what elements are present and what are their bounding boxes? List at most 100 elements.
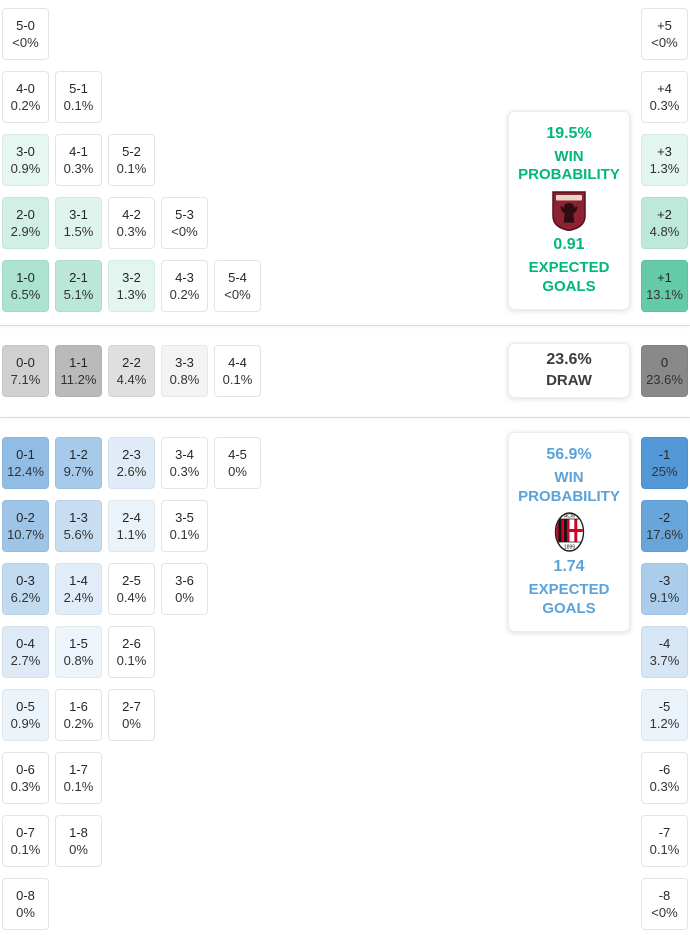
- goal-diff-cell-+5-probability: <0%: [651, 35, 678, 50]
- score-cell-1-0-probability: 6.5%: [10, 287, 41, 302]
- goal-diff-cell-+1: +1 13.1%: [641, 260, 688, 312]
- goal-diff-cell--8-probability: <0%: [651, 905, 678, 920]
- score-cell-2-3-label: 2-3: [122, 447, 141, 462]
- goal-diff-cell--3: -3 9.1%: [641, 563, 688, 615]
- score-cell-2-5-probability: 0.4%: [116, 590, 147, 605]
- goal-diff-cell-+3-probability: 1.3%: [649, 161, 680, 176]
- score-cell-1-2-probability: 9.7%: [63, 464, 94, 479]
- score-cell-1-7-label: 1-7: [69, 762, 88, 777]
- score-cell-2-0-label: 2-0: [16, 207, 35, 222]
- torino-crest-icon: [552, 190, 586, 232]
- score-cell-2-7-label: 2-7: [122, 699, 141, 714]
- goal-diff-cell-+3: +3 1.3%: [641, 134, 688, 186]
- score-cell-3-0: 3-0 0.9%: [2, 134, 49, 186]
- goal-diff-cell-+2-probability: 4.8%: [649, 224, 680, 239]
- score-cell-3-3-probability: 0.8%: [169, 372, 200, 387]
- away-expected-goals: 1.74: [553, 558, 585, 576]
- score-cell-5-2-probability: 0.1%: [116, 161, 147, 176]
- score-cell-2-7: 2-7 0%: [108, 689, 155, 741]
- score-cell-3-1: 3-1 1.5%: [55, 197, 102, 249]
- score-cell-4-1: 4-1 0.3%: [55, 134, 102, 186]
- score-cell-1-5: 1-5 0.8%: [55, 626, 102, 678]
- score-cell-5-2-label: 5-2: [122, 144, 141, 159]
- score-cell-3-5-probability: 0.1%: [169, 527, 200, 542]
- score-cell-2-2-probability: 4.4%: [116, 372, 147, 387]
- score-cell-3-6-label: 3-6: [175, 573, 194, 588]
- goal-diff-cell-0-probability: 23.6%: [646, 372, 683, 387]
- score-cell-1-7: 1-7 0.1%: [55, 752, 102, 804]
- away-expected-goals-label: EXPECTED GOALS: [528, 581, 610, 617]
- goal-diff-cell--3-probability: 9.1%: [649, 590, 680, 605]
- score-cell-3-0-label: 3-0: [16, 144, 35, 159]
- goal-diff-cell--4-label: -4: [658, 636, 671, 651]
- score-cell-4-3: 4-3 0.2%: [161, 260, 208, 312]
- goal-diff-cell-0-label: 0: [660, 355, 669, 370]
- score-cell-0-6-label: 0-6: [16, 762, 35, 777]
- score-cell-1-0: 1-0 6.5%: [2, 260, 49, 312]
- score-cell-3-3-label: 3-3: [175, 355, 194, 370]
- section-divider-draw-away: [0, 417, 690, 418]
- score-cell-2-6: 2-6 0.1%: [108, 626, 155, 678]
- away-win-panel: 56.9% WIN PROBABILITY ACM 1899: [508, 432, 630, 632]
- score-cell-4-0: 4-0 0.2%: [2, 71, 49, 123]
- goal-diff-cell--2-probability: 17.6%: [646, 527, 683, 542]
- score-cell-1-8-label: 1-8: [69, 825, 88, 840]
- svg-text:1899: 1899: [563, 545, 574, 551]
- score-cell-1-3-label: 1-3: [69, 510, 88, 525]
- score-cell-5-2: 5-2 0.1%: [108, 134, 155, 186]
- score-cell-2-4-label: 2-4: [122, 510, 141, 525]
- score-cell-0-2: 0-2 10.7%: [2, 500, 49, 552]
- score-cell-0-7-probability: 0.1%: [10, 842, 41, 857]
- home-win-panel: 19.5% WIN PROBABILITY 0.91 EXPECTED GOAL…: [508, 111, 630, 310]
- score-cell-3-4-probability: 0.3%: [169, 464, 200, 479]
- goal-diff-cell--7: -7 0.1%: [641, 815, 688, 867]
- goal-diff-cell-+2-label: +2: [657, 207, 672, 222]
- score-cell-5-4-probability: <0%: [224, 287, 251, 302]
- score-cell-3-1-probability: 1.5%: [63, 224, 94, 239]
- goal-diff-cell--5-probability: 1.2%: [649, 716, 680, 731]
- score-cell-2-5-label: 2-5: [122, 573, 141, 588]
- score-cell-0-3-probability: 6.2%: [10, 590, 41, 605]
- score-cell-3-3: 3-3 0.8%: [161, 345, 208, 397]
- score-cell-0-4-probability: 2.7%: [10, 653, 41, 668]
- goal-diff-cell--4-probability: 3.7%: [649, 653, 680, 668]
- score-cell-1-8-probability: 0%: [69, 842, 88, 857]
- goal-diff-cell--8: -8 <0%: [641, 878, 688, 930]
- home-win-probability-label: WIN PROBABILITY: [518, 147, 620, 184]
- score-cell-2-0-probability: 2.9%: [10, 224, 41, 239]
- score-cell-5-1-label: 5-1: [69, 81, 88, 96]
- score-cell-2-3: 2-3 2.6%: [108, 437, 155, 489]
- score-cell-1-8: 1-8 0%: [55, 815, 102, 867]
- score-cell-0-8: 0-8 0%: [2, 878, 49, 930]
- score-cell-3-5-label: 3-5: [175, 510, 194, 525]
- score-cell-2-1-probability: 5.1%: [63, 287, 94, 302]
- goal-diff-cell--1-label: -1: [658, 447, 671, 462]
- score-cell-5-3: 5-3 <0%: [161, 197, 208, 249]
- goal-diff-cell-+5-label: +5: [657, 18, 672, 33]
- score-cell-3-6: 3-6 0%: [161, 563, 208, 615]
- score-cell-0-2-label: 0-2: [16, 510, 35, 525]
- goal-diff-cell-+5: +5 <0%: [641, 8, 688, 60]
- score-cell-4-2-label: 4-2: [122, 207, 141, 222]
- goal-diff-cell--2-label: -2: [658, 510, 671, 525]
- goal-diff-cell--5-label: -5: [658, 699, 671, 714]
- score-cell-0-3-label: 0-3: [16, 573, 35, 588]
- goal-diff-cell--6-label: -6: [658, 762, 671, 777]
- score-cell-0-8-label: 0-8: [16, 888, 35, 903]
- score-cell-2-6-probability: 0.1%: [116, 653, 147, 668]
- home-expected-goals-label: EXPECTED GOALS: [528, 259, 610, 295]
- score-cell-4-4: 4-4 0.1%: [214, 345, 261, 397]
- score-cell-4-4-probability: 0.1%: [222, 372, 253, 387]
- score-cell-4-0-label: 4-0: [16, 81, 35, 96]
- score-cell-3-2-probability: 1.3%: [116, 287, 147, 302]
- section-divider-home-draw: [0, 325, 690, 326]
- score-cell-0-1-probability: 12.4%: [7, 464, 44, 479]
- score-cell-3-2-label: 3-2: [122, 270, 141, 285]
- score-cell-2-3-probability: 2.6%: [116, 464, 147, 479]
- score-cell-4-5: 4-5 0%: [214, 437, 261, 489]
- score-cell-4-5-label: 4-5: [228, 447, 247, 462]
- goal-diff-cell-+4-probability: 0.3%: [649, 98, 680, 113]
- goal-diff-cell-0: 0 23.6%: [641, 345, 688, 397]
- score-cell-1-4-probability: 2.4%: [63, 590, 94, 605]
